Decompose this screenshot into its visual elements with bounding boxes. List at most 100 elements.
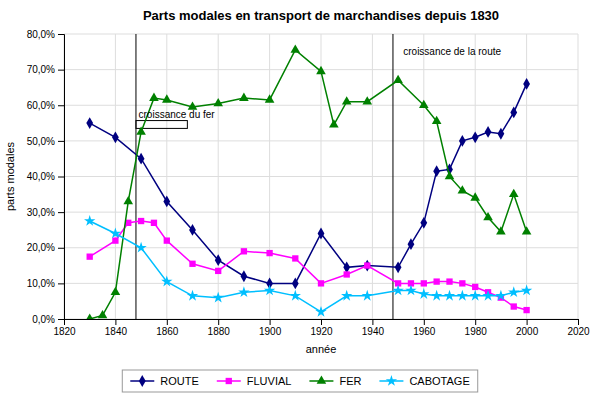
y-tick-label: 50,0%	[27, 136, 55, 147]
series-marker	[523, 78, 530, 90]
x-tick: 1980	[465, 319, 488, 337]
series-marker	[393, 75, 403, 83]
series-marker	[123, 196, 133, 204]
series-marker	[496, 226, 506, 234]
y-tick: 50,0%	[27, 136, 64, 147]
annotation: croissance de la route	[403, 46, 501, 57]
series-marker	[364, 262, 370, 268]
series-marker	[239, 93, 249, 101]
y-tick-mark	[58, 248, 64, 249]
x-tick: 1900	[259, 319, 282, 337]
series-marker	[136, 126, 146, 134]
series-marker	[521, 285, 532, 296]
series-marker	[213, 98, 223, 106]
y-tick: 30,0%	[27, 207, 64, 218]
series-marker	[432, 116, 442, 124]
legend-label: ROUTE	[160, 375, 199, 387]
x-tick-mark	[218, 319, 219, 325]
y-axis: 0,0%10,0%20,0%30,0%40,0%50,0%60,0%70,0%8…	[27, 29, 65, 325]
series-marker	[421, 280, 427, 286]
y-tick: 70,0%	[27, 64, 64, 75]
series-marker	[316, 66, 326, 74]
series-marker	[405, 285, 416, 296]
x-tick-label: 2020	[567, 326, 590, 337]
series-marker	[470, 290, 481, 301]
series-marker	[445, 171, 455, 179]
series-marker	[187, 290, 198, 301]
series	[87, 218, 530, 313]
series-marker	[290, 290, 301, 301]
x-tick-mark	[475, 319, 476, 325]
series-marker	[498, 128, 505, 140]
series-marker	[213, 292, 224, 303]
y-tick: 20,0%	[27, 242, 64, 253]
series-marker	[392, 285, 403, 296]
x-tick-mark	[372, 319, 373, 325]
legend-item: ROUTE	[130, 375, 199, 387]
y-tick-mark	[58, 212, 64, 213]
y-tick: 60,0%	[27, 100, 64, 111]
series-marker	[418, 288, 429, 299]
x-tick: 1860	[156, 319, 179, 337]
grid-line-y	[64, 176, 578, 177]
series-marker	[522, 226, 532, 234]
x-tick-label: 1860	[156, 326, 179, 337]
series-marker	[189, 261, 195, 267]
series-marker	[459, 135, 466, 147]
legend: ROUTE FLUVIAL FER CABOTAGE	[122, 370, 477, 392]
series-marker	[111, 287, 121, 295]
x-tick-label: 2000	[516, 326, 539, 337]
series-marker	[342, 96, 352, 104]
series	[84, 215, 532, 317]
series-marker	[138, 218, 144, 224]
y-tick-mark	[58, 34, 64, 35]
series-marker	[112, 131, 119, 143]
series-marker	[315, 306, 326, 317]
grid-line-y	[64, 212, 578, 213]
y-tick-mark	[58, 141, 64, 142]
legend-item: FLUVIAL	[217, 375, 292, 387]
series-marker	[470, 192, 480, 200]
series-marker	[292, 255, 298, 261]
x-tick-mark	[321, 319, 322, 325]
title: Parts modales en transport de marchandis…	[143, 8, 499, 23]
series-marker	[483, 212, 493, 220]
series-marker	[362, 96, 372, 104]
series-marker	[344, 271, 350, 277]
legend-item: CABOTAGE	[379, 375, 469, 387]
x-tick: 1920	[310, 319, 333, 337]
series-marker	[135, 242, 146, 253]
legend-marker	[386, 375, 397, 386]
x-tick-label: 1920	[310, 326, 333, 337]
series-line	[90, 50, 527, 319]
series-marker	[318, 280, 324, 286]
series-marker	[290, 44, 300, 52]
series-marker	[362, 290, 373, 301]
series-marker	[510, 106, 517, 118]
series-marker	[112, 237, 118, 243]
x-tick-label: 1900	[259, 326, 282, 337]
chart: 1820184018601880190019201940196019802000…	[0, 0, 600, 399]
legend-marker	[317, 375, 327, 383]
series-marker	[238, 286, 249, 297]
series-marker	[341, 290, 352, 301]
legend-frame	[122, 370, 477, 392]
series-marker	[149, 93, 159, 101]
series-marker	[419, 100, 429, 108]
x-tick-label: 1820	[53, 326, 76, 337]
y-tick-mark	[58, 177, 64, 178]
x-tick: 2020	[567, 319, 590, 337]
vertical-line	[392, 34, 393, 319]
series-marker	[444, 290, 455, 301]
series-marker	[395, 261, 402, 273]
series-marker	[86, 117, 93, 129]
y-tick-label: 70,0%	[27, 64, 55, 75]
legend-label: FER	[339, 375, 361, 387]
grid-line-y	[64, 34, 578, 35]
series-marker	[495, 290, 506, 301]
series-marker	[85, 313, 95, 319]
series-marker	[408, 238, 415, 250]
legend-item: FER	[309, 375, 361, 387]
series-marker	[511, 303, 517, 309]
series-marker	[151, 220, 157, 226]
